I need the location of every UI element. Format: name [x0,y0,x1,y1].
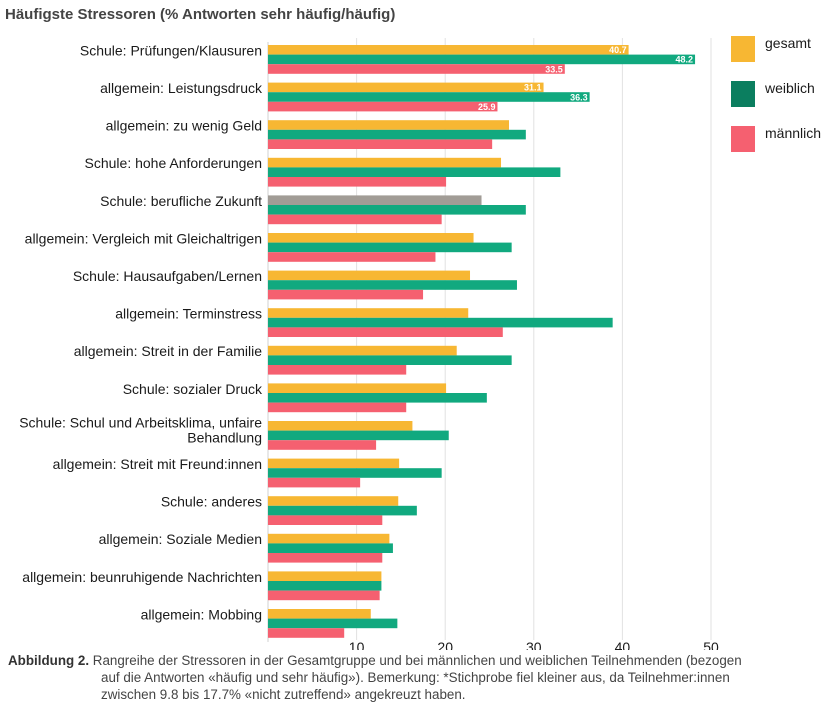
category-labels: Schule: Prüfungen/Klausuren allgemein: Le… [19,42,263,622]
category-label: Schule: sozialer Druck [123,381,263,397]
bar-weiblich [268,92,590,102]
bar-value-label: 40.7 [609,45,627,55]
bar-männlich [268,139,493,149]
bar-weiblich [268,393,487,403]
bar-gesamt [268,82,544,93]
x-tick-label: 30 [526,639,542,650]
bar-weiblich [268,505,417,516]
legend-swatch-gesamt [731,36,755,62]
x-axis-ticks: 10 20 30 40 50 [349,639,719,650]
category-label: allgemein: Mobbing [141,606,262,622]
bar-value-label: 36.3 [570,92,588,102]
category-label: allgemein: Leistungsdruck [100,80,263,96]
bar-männlich [268,365,407,375]
bar-männlich [268,553,383,563]
bar-weiblich [268,468,442,478]
x-tick-label: 40 [615,639,631,650]
bar-männlich [268,64,565,74]
bar-value-label: 48.2 [676,55,694,65]
category-label: Schule: berufliche Zukunft [100,193,262,209]
bar-weiblich [268,581,382,591]
bar-value-label: 25.9 [478,102,496,112]
bar-gesamt [268,45,629,55]
bar-gesamt [268,270,471,281]
bar-männlich [268,515,383,525]
bar-gesamt [268,571,382,581]
bar-gesamt [268,157,502,168]
bar-männlich [268,101,498,112]
bar-gesamt [268,195,482,205]
category-label: allgemein: Vergleich mit Gleichaltrigen [25,230,262,246]
bar-männlich [268,440,377,450]
bar-weiblich [268,280,517,290]
category-label: Schule: hohe Anforderungen [85,155,262,171]
bar-gesamt [268,421,413,431]
bar-gesamt [268,458,400,469]
bar-männlich [268,214,442,225]
figure-caption: Abbildung 2. Rangreihe der Stressoren in… [8,652,823,703]
bar-gesamt [268,496,399,506]
category-label: Schule: Schul und Arbeitsklima, unfaire B… [19,414,262,445]
bar-gesamt [268,233,474,243]
caption-line-3: zwischen 9.8 bis 17.7% «nicht zutreffend… [101,687,466,702]
legend-label: gesamt [765,35,811,51]
bar-männlich [268,477,361,488]
bar-gesamt [268,120,509,130]
bar-gesamt [268,609,371,619]
bar-gesamt [268,345,457,356]
caption-line-1: Rangreihe der Stressoren in der Gesamtgr… [89,653,742,668]
legend: gesamt weiblich männlich [731,35,821,152]
category-label: allgemein: beunruhigende Nachrichten [22,569,262,585]
category-label: Schule: anderes [161,494,262,510]
legend-label: weiblich [764,80,815,96]
category-label: Schule: Prüfungen/Klausuren [80,42,262,58]
bar-weiblich [268,543,393,553]
chart-area: 40.7 48.2 33.531.1 36.3 25.9 Schule: Prüfung… [19,35,821,650]
category-label: allgemein: Streit in der Familie [74,343,263,359]
legend-label: männlich [765,125,821,141]
bar-gesamt [268,308,469,318]
bars: 40.7 48.2 33.531.1 36.3 25.9 [268,45,696,638]
bar-weiblich [268,355,512,365]
bar-weiblich [268,205,526,215]
category-label: Schule: Hausaufgaben/Lernen [73,268,262,284]
bar-männlich [268,289,424,300]
bar-weiblich [268,167,561,177]
bar-gesamt [268,383,447,393]
bar-männlich [268,590,380,601]
bar-weiblich [268,618,398,629]
x-tick-label: 20 [437,639,453,650]
category-label: allgemein: Streit mit Freund:innen [53,456,262,472]
legend-swatch-männlich [731,126,755,152]
legend-swatch-weiblich [731,81,755,107]
bar-männlich [268,327,503,337]
bar-weiblich [268,242,512,253]
bar-value-label: 31.1 [524,83,542,93]
bar-weiblich [268,54,696,65]
category-label: allgemein: Terminstress [115,306,262,322]
bar-weiblich [268,317,613,328]
category-label: allgemein: zu wenig Geld [106,118,262,134]
chart-title: Häufigste Stressoren (% Antworten sehr h… [5,6,396,23]
bar-value-label: 33.5 [545,64,563,74]
x-tick-label: 10 [349,639,365,650]
bar-männlich [268,628,345,638]
bar-weiblich [268,430,449,441]
x-tick-label: 50 [703,639,719,650]
bar-weiblich [268,129,526,140]
caption-lead: Abbildung 2. [8,653,90,668]
category-label: allgemein: Soziale Medien [99,531,262,547]
bar-männlich [268,402,407,413]
bar-männlich [268,252,436,262]
bar-gesamt [268,533,390,544]
caption-line-2: auf die Antworten «häufig und sehr häufi… [101,670,730,685]
bar-männlich [268,177,447,187]
